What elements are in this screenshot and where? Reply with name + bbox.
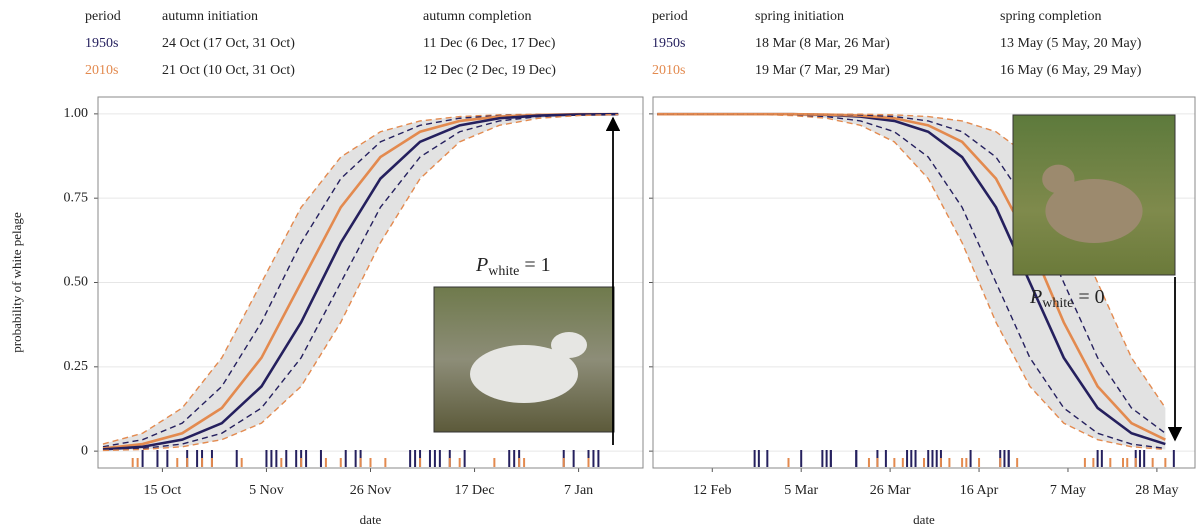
curve: [102, 113, 619, 448]
y-tick-label: 0.75: [64, 190, 89, 205]
plot-border: [97, 96, 644, 469]
annotation-subscript: white: [1042, 296, 1073, 311]
x-axis-label: date: [360, 512, 382, 527]
y-tick-label: 0.25: [64, 359, 89, 374]
ribbon: [102, 114, 619, 451]
table-cell: 1950s: [85, 36, 118, 51]
table-header: period: [652, 9, 688, 24]
annotation-subscript: white: [488, 264, 519, 279]
x-tick-label: 28 May: [1135, 483, 1178, 498]
x-tick-label: 12 Feb: [693, 483, 732, 498]
photo: [1012, 114, 1176, 276]
annotation-symbol: P: [475, 254, 488, 276]
x-tick-label: 5 Nov: [249, 483, 284, 498]
table-cell: 1950s: [652, 36, 685, 51]
y-tick-label: 0.50: [64, 275, 89, 290]
x-tick-label: 15 Oct: [144, 483, 182, 498]
table-header: autumn initiation: [162, 9, 258, 24]
table-cell: 19 Mar (7 Mar, 29 Mar): [755, 63, 890, 78]
table-cell: 11 Dec (6 Dec, 17 Dec): [423, 36, 556, 51]
table-header: spring completion: [1000, 9, 1102, 24]
annotation-text: = 0: [1078, 286, 1104, 308]
table-cell: 24 Oct (17 Oct, 31 Oct): [162, 36, 295, 51]
photo: [433, 286, 615, 433]
y-tick-label: 0: [81, 443, 88, 458]
table-cell: 18 Mar (8 Mar, 26 Mar): [755, 36, 890, 51]
annotation: Pwhite = 0: [1029, 286, 1105, 312]
table-cell: 21 Oct (10 Oct, 31 Oct): [162, 63, 295, 78]
y-axis-label: probability of white pelage: [9, 212, 24, 353]
table-cell: 2010s: [85, 63, 118, 78]
annotation: Pwhite = 1: [475, 254, 551, 280]
table-header: spring initiation: [755, 9, 844, 24]
x-axis-label: date: [913, 512, 935, 527]
table-header: period: [85, 9, 121, 24]
x-tick-label: 17 Dec: [455, 483, 495, 498]
annotation-symbol: P: [1029, 286, 1042, 308]
x-tick-label: 5 Mar: [784, 483, 818, 498]
x-tick-label: 16 Apr: [960, 483, 999, 498]
hare-head: [551, 331, 587, 359]
table-cell: 2010s: [652, 63, 685, 78]
table-cell: 16 May (6 May, 29 May): [1000, 63, 1142, 78]
x-tick-label: 26 Nov: [350, 483, 392, 498]
hare-head: [1042, 164, 1075, 194]
annotation-text: = 1: [524, 254, 550, 276]
y-tick-label: 1.00: [64, 106, 89, 121]
curve: [102, 112, 619, 451]
x-tick-label: 7 May: [1050, 483, 1086, 498]
plot-border: [652, 96, 1196, 469]
table-cell: 13 May (5 May, 20 May): [1000, 36, 1142, 51]
x-tick-label: 7 Jan: [564, 483, 593, 498]
table-cell: 12 Dec (2 Dec, 19 Dec): [423, 63, 556, 78]
x-tick-label: 26 Mar: [870, 483, 911, 498]
table-header: autumn completion: [423, 9, 531, 24]
hare-body: [1045, 179, 1143, 243]
hare-body: [470, 345, 578, 403]
